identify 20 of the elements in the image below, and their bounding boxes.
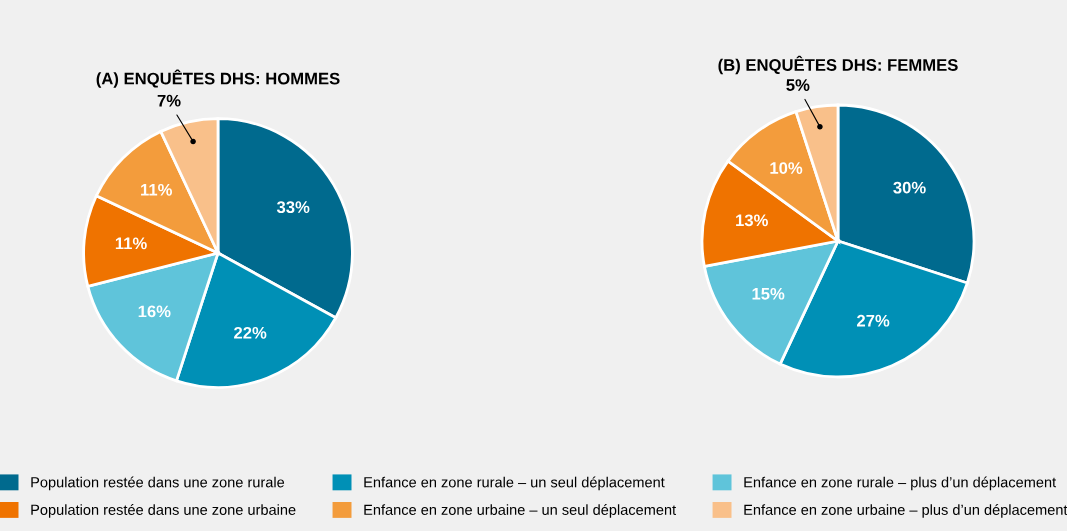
legend-label: Enfance en zone urbaine – plus d’un déplacement [744, 504, 1067, 518]
legend-label: Population restée dans une zone rurale [31, 476, 285, 491]
data-label: 22% [234, 326, 267, 339]
data-label: 15% [752, 287, 785, 300]
data-label: 10% [770, 162, 803, 174]
data-label: 7% [157, 94, 181, 107]
data-label: 5% [786, 79, 810, 91]
chart-title: (B) ENQUÊTES DHS: FEMMES [718, 55, 958, 75]
data-label: 11% [115, 237, 147, 250]
data-label: 27% [857, 314, 890, 327]
data-label: 11% [141, 183, 173, 196]
chart-title: (A) ENQUÊTES DHS: HOMMES [96, 69, 340, 88]
data-label: 16% [138, 305, 171, 318]
legend-label: Enfance en zone urbaine – un seul déplacement [364, 504, 677, 518]
legend-label: Enfance en zone rurale – un seul déplacement [364, 476, 665, 491]
legend-label: Enfance en zone rurale – plus d’un déplacement [744, 476, 1057, 491]
legend-label: Population restée dans une zone urbaine [31, 504, 296, 518]
data-label: 13% [736, 214, 768, 227]
data-label: 33% [276, 201, 310, 214]
data-label: 30% [893, 181, 926, 194]
